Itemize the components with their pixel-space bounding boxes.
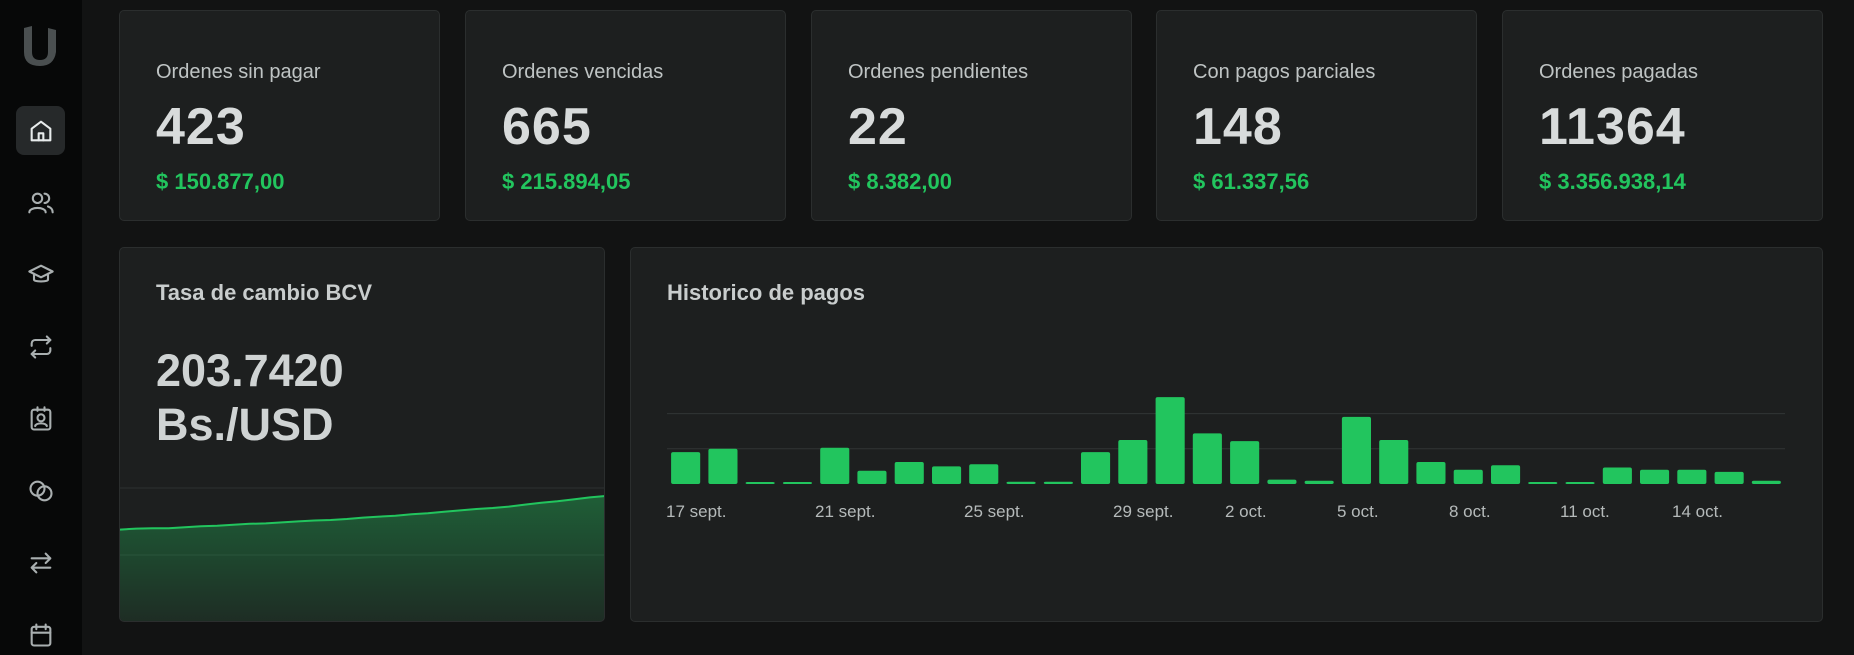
contact-card-icon: [30, 405, 51, 431]
stat-count: 665: [502, 98, 592, 156]
stat-label: Con pagos parciales: [1193, 61, 1376, 83]
nav-transfers[interactable]: [16, 538, 65, 587]
stat-label: Ordenes vencidas: [502, 61, 664, 83]
stat-count: 148: [1193, 98, 1283, 156]
nav-users[interactable]: [16, 178, 65, 227]
nav-calendar[interactable]: [16, 610, 65, 655]
x-tick-label: 29 sept.: [1113, 502, 1174, 521]
stat-card-overdue[interactable]: Ordenes vencidas 665 $ 215.894,05: [465, 10, 786, 221]
rate-value: 203.7420: [156, 345, 344, 396]
x-tick-label: 2 oct.: [1225, 502, 1267, 521]
coins-icon: [28, 480, 53, 501]
users-icon: [27, 192, 54, 213]
stat-amount: $ 61.337,56: [1193, 169, 1310, 194]
stat-card-partial[interactable]: Con pagos parciales 148 $ 61.337,56: [1156, 10, 1477, 221]
nav-transactions[interactable]: [16, 322, 65, 371]
rate-area: [120, 496, 604, 621]
x-tick-label: 11 oct.: [1560, 502, 1610, 521]
x-tick-label: 17 sept.: [666, 502, 727, 521]
stat-card-paid[interactable]: Ordenes pagadas 11364 $ 3.356.938,14: [1502, 10, 1823, 221]
nav-courses[interactable]: [16, 250, 65, 299]
stat-label: Ordenes sin pagar: [156, 61, 321, 83]
sidebar: [0, 0, 82, 655]
nav-payments[interactable]: [16, 466, 65, 515]
x-tick-label: 5 oct.: [1337, 502, 1379, 521]
card-title: Tasa de cambio BCV: [156, 280, 372, 305]
nav-contacts[interactable]: [16, 394, 65, 443]
x-tick-label: 14 oct.: [1672, 502, 1724, 521]
arrows-left-right-icon: [30, 552, 51, 573]
x-tick-label: 25 sept.: [964, 502, 1025, 521]
stat-count: 11364: [1539, 98, 1686, 156]
stat-label: Ordenes pendientes: [848, 61, 1029, 83]
nav-home[interactable]: [16, 106, 65, 155]
app-logo[interactable]: [20, 22, 60, 70]
x-tick-label: 8 oct.: [1449, 502, 1491, 521]
exchange-rate-card: Tasa de cambio BCV 203.7420 Bs./USD: [119, 247, 605, 622]
stat-amount: $ 150.877,00: [156, 169, 285, 194]
repeat-icon: [30, 334, 51, 359]
stat-amount: $ 8.382,00: [848, 169, 952, 194]
graduation-cap-icon: [27, 264, 54, 282]
stat-amount: $ 3.356.938,14: [1539, 169, 1686, 194]
home-icon: [30, 120, 51, 141]
rate-unit: Bs./USD: [156, 399, 334, 450]
stat-count: 423: [156, 98, 246, 156]
stat-card-pending[interactable]: Ordenes pendientes 22 $ 8.382,00: [811, 10, 1132, 221]
x-tick-label: 21 sept.: [815, 502, 876, 521]
stat-count: 22: [848, 98, 908, 156]
stat-label: Ordenes pagadas: [1539, 61, 1699, 83]
stat-card-unpaid[interactable]: Ordenes sin pagar 423 $ 150.877,00: [119, 10, 440, 221]
chart-title: Historico de pagos: [667, 280, 866, 305]
stat-amount: $ 215.894,05: [502, 169, 631, 194]
rate-trend-chart: [120, 487, 604, 621]
calendar-icon: [30, 622, 51, 647]
rate-line: [120, 495, 604, 531]
payment-history-card: Historico de pagos: [630, 247, 1823, 622]
